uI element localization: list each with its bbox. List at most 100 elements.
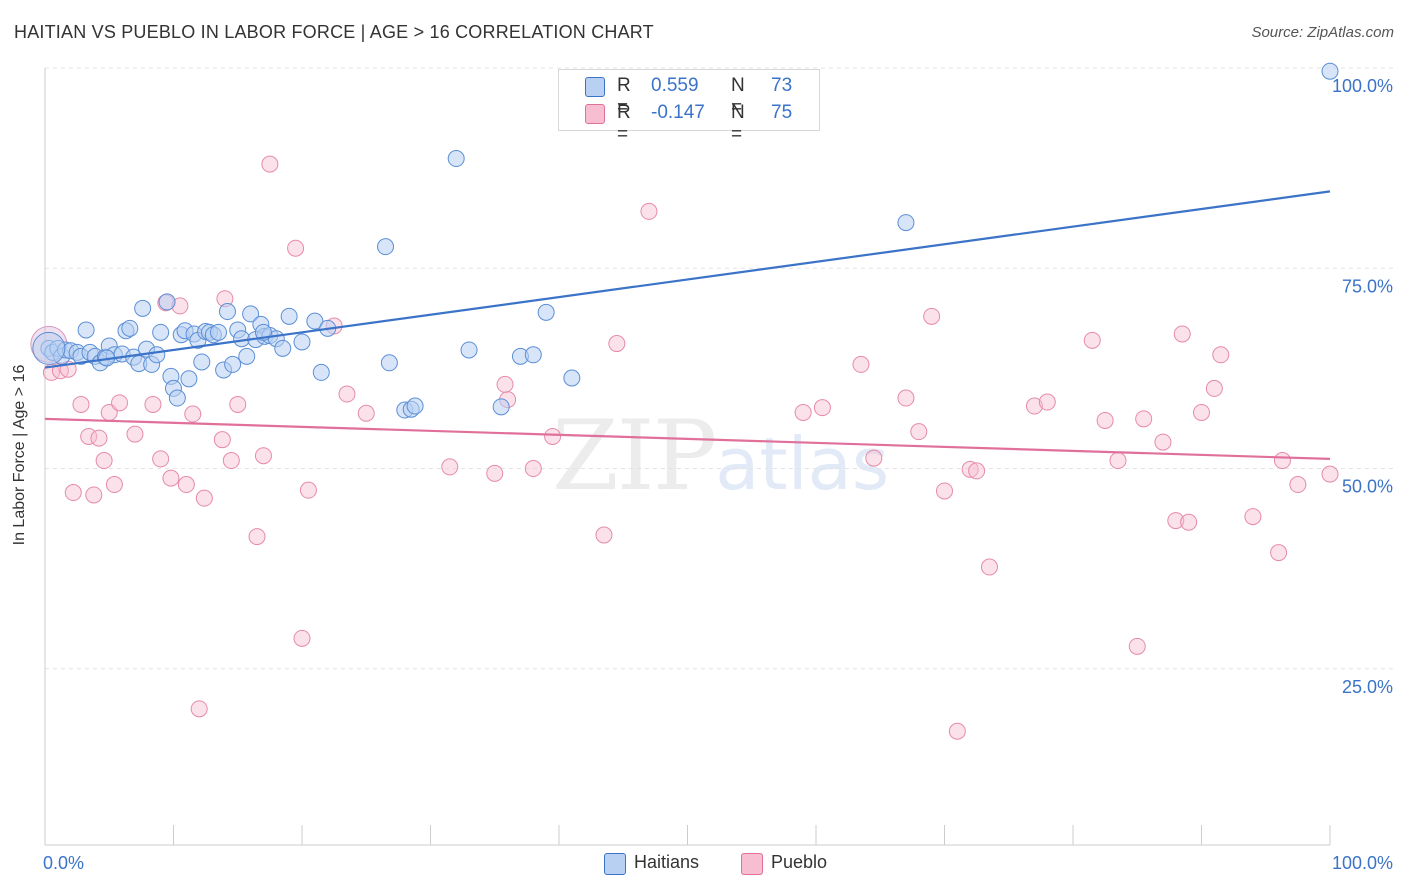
pueblo-point [338, 385, 356, 403]
haitians-point [152, 323, 170, 341]
correlation-legend: R = 0.559 N = 73 R = -0.147 N = 75 [558, 69, 820, 145]
pueblo-point [85, 486, 103, 504]
source-label: Source: ZipAtlas.com [1251, 24, 1394, 41]
haitians-legend-swatch [604, 853, 626, 875]
pueblo-point [1180, 513, 1198, 531]
haitians-point [1321, 62, 1339, 80]
pueblo-point [95, 452, 113, 470]
haitians-point [193, 353, 211, 371]
pueblo-point [177, 476, 195, 494]
pueblo-point [1128, 637, 1146, 655]
haitians-point [180, 370, 198, 388]
r-label: R = [617, 102, 631, 145]
watermark: ZIPatlas [552, 400, 889, 512]
pueblo-point [897, 389, 915, 407]
pueblo-point [813, 399, 831, 417]
x-tick-label: 0.0% [43, 853, 84, 873]
pueblo-point [1173, 325, 1191, 343]
haitians-point [492, 398, 510, 416]
haitians-point [77, 321, 95, 339]
trend-lines [44, 190, 1331, 461]
haitians-point [238, 347, 256, 365]
pueblo-point [190, 700, 208, 718]
pueblo-point [948, 722, 966, 740]
pueblo-points [30, 155, 1339, 740]
pueblo-point [229, 395, 247, 413]
pueblo-point [222, 452, 240, 470]
pueblo-point [90, 429, 108, 447]
haitians-point [377, 238, 395, 256]
pueblo-point [968, 462, 986, 480]
pueblo-point [1205, 379, 1223, 397]
haitians-point [447, 150, 465, 168]
haitians-point [563, 369, 581, 387]
pueblo-point [923, 307, 941, 325]
pueblo-point [184, 405, 202, 423]
haitians-legend-label: Haitians [634, 852, 700, 872]
haitians-point [312, 363, 330, 381]
tick-labels: 25.0% 50.0% 75.0% 100.0% 0.0% 100.0% [43, 76, 1393, 873]
pueblo-point [254, 447, 272, 465]
haitians-point [380, 354, 398, 372]
haitians-point [280, 307, 298, 325]
pueblo-point [1025, 397, 1043, 415]
pueblo-point [1154, 433, 1172, 451]
pueblo-point [357, 404, 375, 422]
haitians-point [242, 305, 260, 323]
pueblo-point [852, 355, 870, 373]
haitians-point [148, 346, 166, 364]
y-axis-label: In Labor Force | Age > 16 [11, 364, 28, 546]
pueblo-point [195, 489, 213, 507]
pueblo-point [1244, 508, 1262, 526]
pueblo-point [261, 155, 279, 173]
haitians-point [524, 346, 542, 364]
pueblo-point [1096, 411, 1114, 429]
haitians-point [168, 389, 186, 407]
pueblo-point [1038, 393, 1056, 411]
pueblo-point [72, 395, 90, 413]
pueblo-point [1083, 331, 1101, 349]
pueblo-point [162, 469, 180, 487]
haitians-point [209, 323, 227, 341]
n-value: 73 [771, 75, 793, 96]
pueblo-point [496, 375, 514, 393]
haitians-points [32, 62, 1339, 419]
y-tick-label: 25.0% [1342, 677, 1393, 697]
pueblo-point [299, 481, 317, 499]
pueblo-point [486, 464, 504, 482]
pueblo-point [640, 202, 658, 220]
pueblo-point [936, 482, 953, 500]
pueblo-point [105, 476, 123, 494]
pueblo-point [1135, 410, 1153, 428]
haitians-point [460, 341, 478, 359]
y-tick-label: 50.0% [1342, 477, 1393, 497]
pueblo-point [64, 484, 82, 502]
pueblo-point [794, 403, 812, 421]
haitians-point [121, 319, 139, 337]
haitians-point [134, 299, 152, 317]
chart-title: HAITIAN VS PUEBLO IN LABOR FORCE | AGE >… [14, 22, 654, 42]
pueblo-point [1270, 544, 1288, 562]
haitians-point [897, 214, 915, 232]
pueblo-point [910, 423, 928, 441]
pueblo-point [1109, 452, 1127, 470]
haitians-point [293, 333, 311, 351]
haitians-point [537, 303, 555, 321]
x-tick-label: 100.0% [1332, 853, 1393, 873]
r-value: 0.559 [651, 75, 699, 96]
pueblo-point [144, 395, 162, 413]
pueblo-point [1273, 452, 1291, 470]
pueblo-point [608, 335, 626, 353]
pueblo-point [1289, 476, 1307, 494]
axes [44, 68, 1331, 846]
n-label: N = [731, 75, 745, 118]
haitians-point [218, 303, 236, 321]
pueblo-point [287, 239, 305, 257]
haitians-cluster-point [32, 331, 66, 365]
pueblo-legend-label: Pueblo [771, 852, 828, 872]
haitians-point [306, 312, 324, 330]
pueblo-point [126, 425, 144, 443]
pueblo-point [544, 427, 562, 445]
pueblo-point [152, 450, 170, 468]
